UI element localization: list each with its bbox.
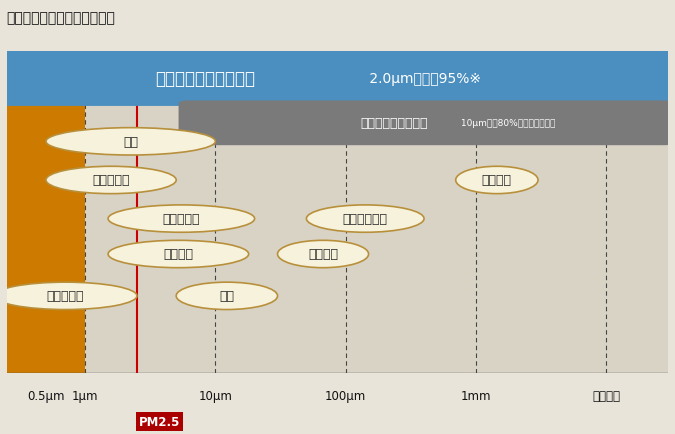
Text: セメント: セメント (163, 248, 193, 261)
Ellipse shape (176, 283, 277, 310)
FancyBboxPatch shape (7, 52, 85, 373)
Text: 1mm: 1mm (460, 389, 491, 402)
Text: PM2.5: PM2.5 (139, 415, 180, 428)
Ellipse shape (0, 283, 137, 310)
Text: ダニのフン: ダニのフン (163, 213, 200, 226)
Text: 2.0μm以上約95%※: 2.0μm以上約95%※ (365, 72, 481, 85)
Text: フィルターの種類と捕集物質: フィルターの種類と捕集物質 (7, 11, 115, 25)
Ellipse shape (277, 241, 369, 268)
FancyBboxPatch shape (179, 101, 673, 146)
Ellipse shape (306, 205, 424, 233)
Ellipse shape (46, 128, 215, 156)
FancyBboxPatch shape (85, 52, 668, 373)
Text: 花粉: 花粉 (219, 289, 234, 302)
Text: 10μm以上80%以上（質量法）: 10μm以上80%以上（質量法） (458, 119, 556, 128)
FancyBboxPatch shape (0, 50, 675, 107)
Text: 微小粒子用フィルター: 微小粒子用フィルター (155, 69, 255, 88)
Text: カビの胞子: カビの胞子 (92, 174, 130, 187)
Ellipse shape (456, 167, 538, 194)
Text: バクテリア: バクテリア (47, 289, 84, 302)
Text: 10μm: 10μm (198, 389, 232, 402)
Text: 0.5μm: 0.5μm (27, 389, 65, 402)
Text: 1μm: 1μm (72, 389, 99, 402)
Text: 路上砂塵: 路上砂塵 (308, 248, 338, 261)
Ellipse shape (46, 167, 176, 194)
Ellipse shape (108, 241, 248, 268)
Text: 100μm: 100μm (325, 389, 367, 402)
Text: 粒子の径: 粒子の径 (592, 389, 620, 402)
Text: 黄砂: 黄砂 (123, 135, 138, 148)
Text: 綿ぼこり: 綿ぼこり (482, 174, 512, 187)
Ellipse shape (108, 205, 254, 233)
Text: 給気清浄フィルター: 給気清浄フィルター (360, 117, 428, 130)
Text: ダニの死がい: ダニの死がい (343, 213, 387, 226)
